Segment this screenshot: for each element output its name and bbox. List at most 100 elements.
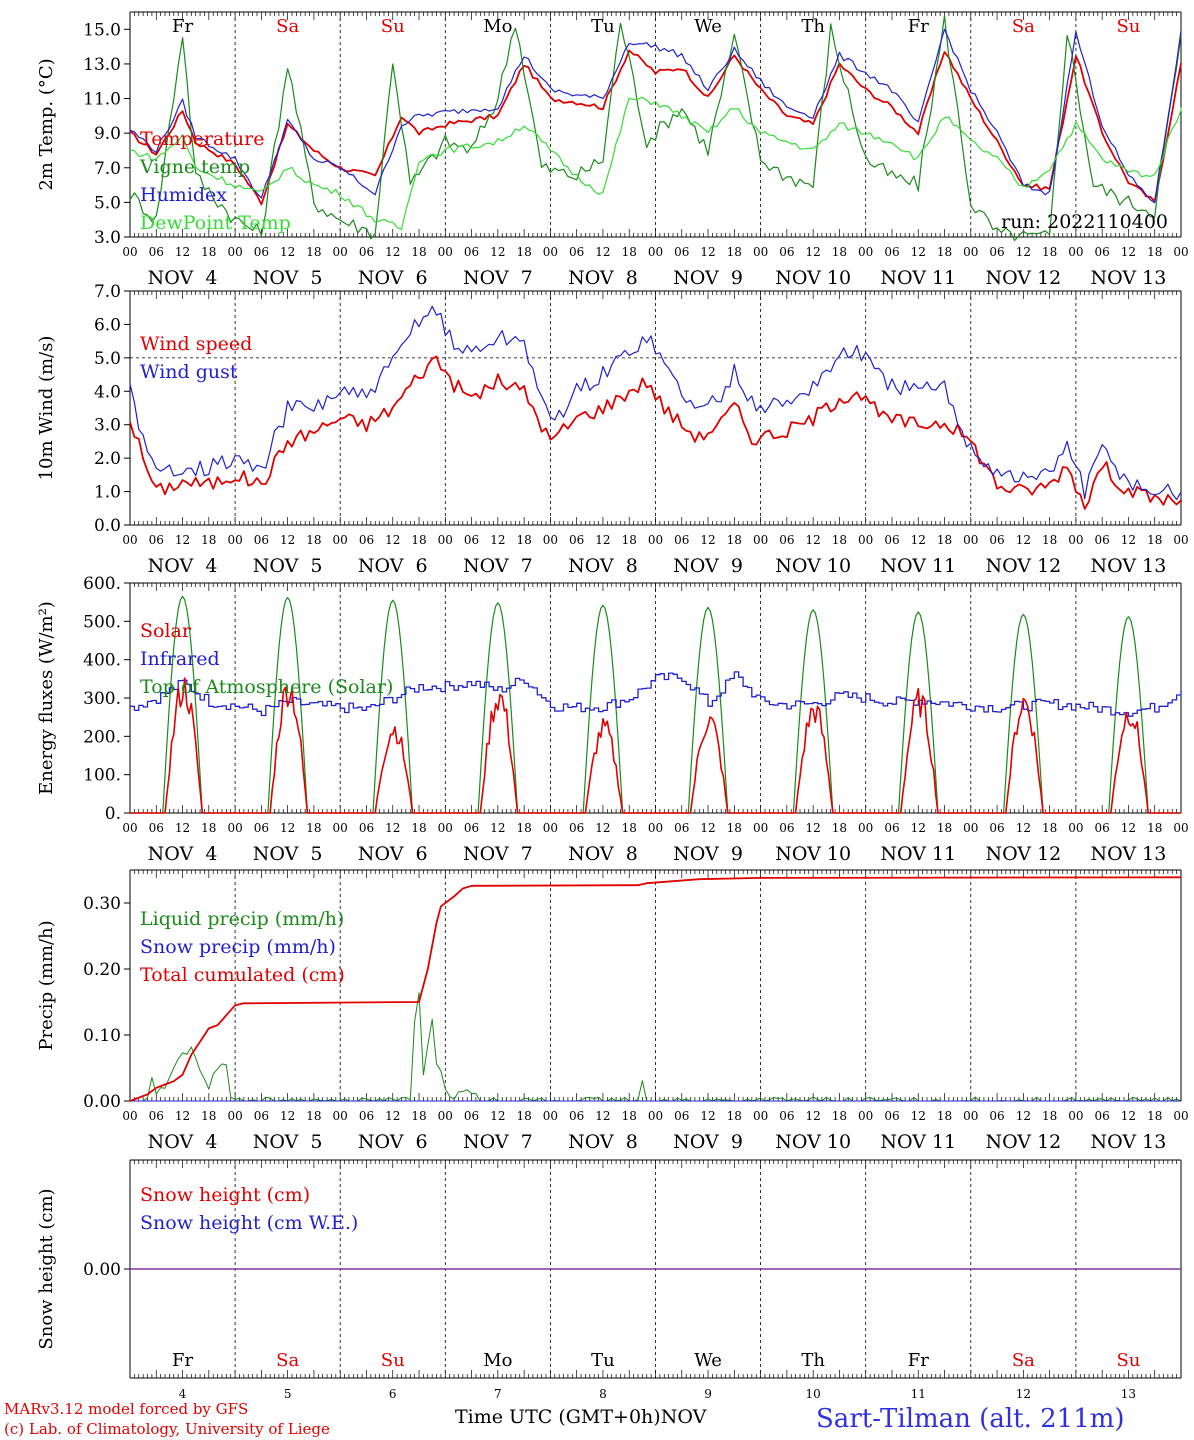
run-label: run: 2022110400	[1001, 211, 1168, 233]
day-number-label: 10	[806, 1387, 821, 1401]
date-label: NOV 5	[253, 555, 323, 577]
hour-tick-label: 00	[858, 821, 873, 835]
hour-tick-label: 12	[175, 533, 190, 547]
hour-tick-label: 12	[595, 533, 610, 547]
hour-tick-label: 12	[280, 1109, 295, 1123]
weekday-label-bottom: Tu	[591, 1350, 615, 1371]
weekday-label-bottom: Fr	[908, 1350, 929, 1371]
hour-tick-label: 18	[1042, 533, 1057, 547]
weekday-label-bottom: Sa	[1012, 1350, 1035, 1371]
weekday-label: Sa	[276, 16, 299, 37]
x-axis-label-text: Time UTC (GMT+0h)	[455, 1406, 661, 1428]
hour-tick-label: 12	[175, 1109, 190, 1123]
hour-tick-label: 12	[595, 245, 610, 259]
hour-tick-label: 00	[753, 245, 768, 259]
hour-tick-label: 18	[1147, 821, 1162, 835]
y-tick-label: 0.10	[83, 1026, 121, 1046]
date-label: NOV 12	[985, 555, 1061, 577]
hour-tick-label: 12	[280, 821, 295, 835]
day-number-label: 9	[704, 1387, 712, 1401]
date-label: NOV 11	[880, 843, 956, 865]
weekday-label: Sa	[1012, 16, 1035, 37]
hour-tick-label: 06	[569, 245, 584, 259]
hour-tick-label: 06	[989, 245, 1004, 259]
hour-tick-label: 06	[254, 821, 269, 835]
hour-tick-label: 06	[1095, 821, 1110, 835]
panel-frame: 00 06 12 18 00 06 12 18 00 06 12 18 00 06 12 18 00 06 12 18…	[122, 869, 1189, 1153]
hour-tick-label: 00	[963, 245, 978, 259]
series-line-temperature	[129, 49, 1182, 206]
date-label: NOV 13	[1091, 267, 1167, 289]
hour-tick-label: 00	[1068, 1109, 1083, 1123]
y-tick-label: 11.0	[83, 90, 121, 110]
hour-tick-label: 00	[1173, 821, 1188, 835]
hour-tick-label: 18	[201, 1109, 216, 1123]
hour-tick-label: 18	[622, 533, 637, 547]
date-label: NOV 10	[775, 267, 851, 289]
y-axis: 3.0 5.0 7.0 9.0 11.0 13.0 15.0 2m Temp. (°C)	[36, 20, 130, 248]
hour-tick-label: 12	[806, 245, 821, 259]
date-label: NOV 13	[1091, 555, 1167, 577]
hour-tick-label: 00	[1068, 245, 1083, 259]
y-axis-label: 10m Wind (m/s)	[36, 336, 57, 481]
hour-tick-label: 12	[911, 245, 926, 259]
date-label: NOV 5	[253, 267, 323, 289]
hour-tick-label: 06	[359, 1109, 374, 1123]
hour-tick-label: 12	[911, 1109, 926, 1123]
weekday-label-bottom: Sa	[276, 1350, 299, 1371]
hour-tick-label: 12	[806, 533, 821, 547]
hour-tick-label: 06	[254, 245, 269, 259]
hour-tick-label: 00	[227, 533, 242, 547]
footer-lab-credit: (c) Lab. of Climatology, University of L…	[4, 1420, 330, 1438]
series-line-humidex	[129, 28, 1182, 204]
legend-entry: Top of Atmosphere (Solar)	[140, 676, 393, 698]
weekday-label: Th	[801, 16, 825, 37]
series-line-wind-gust	[129, 305, 1182, 501]
hour-tick-label: 18	[1147, 533, 1162, 547]
hour-tick-label: 18	[1042, 1109, 1057, 1123]
weekday-label: Su	[1116, 16, 1140, 37]
y-tick-label: 4.0	[94, 382, 121, 402]
hour-tick-label: 12	[1016, 245, 1031, 259]
y-tick-label: 7.0	[94, 159, 121, 179]
hour-tick-label: 06	[569, 533, 584, 547]
date-label: NOV 8	[568, 1131, 638, 1153]
hour-tick-label: 00	[1068, 821, 1083, 835]
hour-tick-label: 18	[727, 245, 742, 259]
hour-tick-label: 12	[700, 533, 715, 547]
hour-tick-label: 06	[674, 821, 689, 835]
date-label: NOV 9	[673, 1131, 743, 1153]
hour-tick-label: 00	[963, 533, 978, 547]
hour-tick-label: 06	[779, 533, 794, 547]
hour-tick-label: 06	[989, 1109, 1004, 1123]
y-tick-label: 0.00	[83, 1092, 121, 1112]
hour-tick-label: 12	[595, 821, 610, 835]
y-tick-label: 6.0	[94, 315, 121, 335]
legend-entry: Solar	[140, 620, 192, 642]
date-label: NOV 9	[673, 267, 743, 289]
hour-tick-label: 00	[438, 245, 453, 259]
hour-tick-label: 06	[989, 821, 1004, 835]
hour-tick-label: 00	[122, 245, 137, 259]
legend: Wind speed Wind gust	[140, 333, 252, 383]
legend-entry: DewPoint Temp	[140, 212, 291, 234]
date-label: NOV 7	[463, 267, 533, 289]
legend-entry: Snow precip (mm/h)	[140, 936, 336, 958]
legend-entry: Liquid precip (mm/h)	[140, 908, 344, 930]
hour-tick-label: 18	[1147, 245, 1162, 259]
day-number-label: 7	[494, 1387, 502, 1401]
legend: Liquid precip (mm/h) Snow precip (mm/h) To…	[140, 908, 345, 986]
weekday-label-bottom: Mo	[483, 1350, 512, 1371]
date-label: NOV 7	[463, 1131, 533, 1153]
legend-entry: Wind gust	[140, 361, 238, 383]
y-tick-label: 0.0	[94, 516, 121, 536]
hour-tick-label: 00	[438, 821, 453, 835]
hour-tick-label: 12	[911, 533, 926, 547]
hour-tick-label: 12	[490, 245, 505, 259]
hour-tick-label: 06	[359, 245, 374, 259]
date-label: NOV 5	[253, 843, 323, 865]
legend: Snow height (cm) Snow height (cm W.E.)	[140, 1184, 358, 1234]
y-tick-label: 3.0	[94, 416, 121, 436]
hour-tick-label: 00	[1068, 533, 1083, 547]
